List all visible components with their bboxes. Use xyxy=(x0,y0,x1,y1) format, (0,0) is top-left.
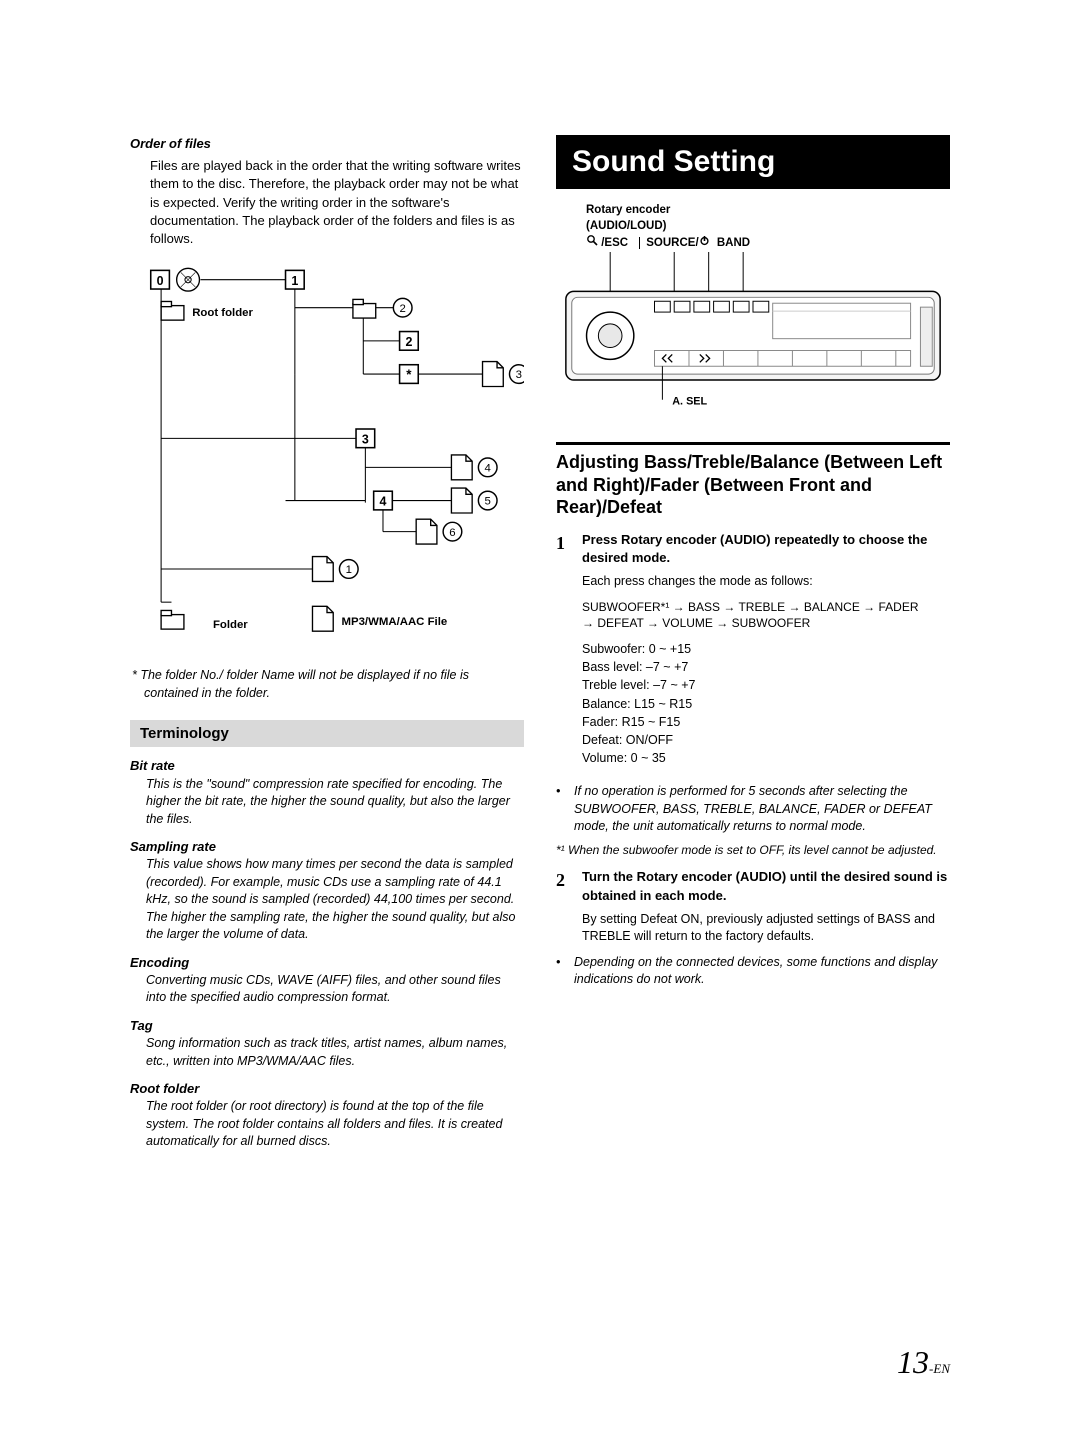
range-item: Balance: L15 ~ R15 xyxy=(582,695,950,713)
range-item: Defeat: ON/OFF xyxy=(582,731,950,749)
term-title: Encoding xyxy=(130,954,524,972)
term-title: Tag xyxy=(130,1017,524,1035)
folder-footnote: * The folder No./ folder Name will not b… xyxy=(130,667,524,702)
terminology-list: Bit rate This is the "sound" compression… xyxy=(130,757,524,1150)
svg-text:2: 2 xyxy=(400,303,406,315)
term-title: Bit rate xyxy=(130,757,524,775)
svg-text:Root folder: Root folder xyxy=(192,307,253,319)
label-rotary-encoder: Rotary encoder xyxy=(586,203,950,219)
term-title: Root folder xyxy=(130,1080,524,1098)
svg-text:1: 1 xyxy=(291,274,298,288)
range-item: Bass level: –7 ~ +7 xyxy=(582,658,950,676)
svg-text:MP3/WMA/AAC File: MP3/WMA/AAC File xyxy=(342,616,448,628)
step-1-note: • If no operation is performed for 5 sec… xyxy=(556,783,950,836)
label-band: BAND xyxy=(717,237,750,249)
label-source: SOURCE/ xyxy=(646,237,698,249)
order-of-files-body: Files are played back in the order that … xyxy=(130,157,524,248)
step-1-title: Press Rotary encoder (AUDIO) repeatedly … xyxy=(582,531,950,567)
term-body: This value shows how many times per seco… xyxy=(130,856,524,944)
mode-chain-1: SUBWOOFER*¹ → BASS → TREBLE → BALANCE → … xyxy=(582,599,950,616)
term-body: Song information such as track titles, a… xyxy=(130,1035,524,1070)
term-title: Sampling rate xyxy=(130,838,524,856)
step-2: 2 Turn the Rotary encoder (AUDIO) until … xyxy=(556,868,950,945)
term-body: Converting music CDs, WAVE (AIFF) files,… xyxy=(130,972,524,1007)
range-item: Treble level: –7 ~ +7 xyxy=(582,676,950,694)
bullet-icon: • xyxy=(556,954,566,989)
term-body: The root folder (or root directory) is f… xyxy=(130,1098,524,1151)
svg-text:6: 6 xyxy=(449,527,455,539)
sound-setting-banner: Sound Setting xyxy=(556,135,950,189)
step-2-body: By setting Defeat ON, previously adjuste… xyxy=(582,911,950,946)
svg-text:3: 3 xyxy=(516,369,522,381)
svg-text:1: 1 xyxy=(346,564,352,576)
left-column: Order of files Files are played back in … xyxy=(130,135,524,1157)
svg-text:5: 5 xyxy=(485,496,491,508)
svg-text:4: 4 xyxy=(485,463,491,475)
page-number: 13-EN xyxy=(897,1340,950,1385)
svg-text:Folder: Folder xyxy=(213,619,248,631)
page-suffix: -EN xyxy=(929,1361,950,1376)
svg-text:A. SEL: A. SEL xyxy=(672,395,707,407)
right-column: Sound Setting Rotary encoder (AUDIO/LOUD… xyxy=(556,135,950,1157)
bullet-icon: • xyxy=(556,783,566,836)
svg-text:2: 2 xyxy=(405,335,412,349)
device-labels: Rotary encoder (AUDIO/LOUD) /ESC SOURCE/… xyxy=(556,203,950,252)
divider xyxy=(556,442,950,445)
svg-text:0: 0 xyxy=(157,274,164,288)
page-num: 13 xyxy=(897,1344,929,1380)
svg-text:3: 3 xyxy=(362,433,369,447)
car-stereo-illustration: A. SEL xyxy=(556,252,950,419)
order-of-files-heading: Order of files xyxy=(130,135,524,153)
svg-text:*: * xyxy=(406,367,412,382)
mode-chain-2: → DEFEAT → VOLUME → SUBWOOFER xyxy=(582,615,950,632)
folder-tree-diagram: 0 1 Root folder 2 xyxy=(130,260,524,654)
ranges-list: Subwoofer: 0 ~ +15 Bass level: –7 ~ +7 T… xyxy=(582,640,950,767)
search-icon xyxy=(586,234,598,252)
svg-text:4: 4 xyxy=(380,495,387,509)
term-body: This is the "sound" compression rate spe… xyxy=(130,776,524,829)
subwoofer-footnote: *¹ When the subwoofer mode is set to OFF… xyxy=(556,842,950,859)
note-text: If no operation is performed for 5 secon… xyxy=(574,783,950,836)
terminology-header: Terminology xyxy=(130,720,524,747)
range-item: Subwoofer: 0 ~ +15 xyxy=(582,640,950,658)
step-2-title: Turn the Rotary encoder (AUDIO) until th… xyxy=(582,868,950,904)
step-1: 1 Press Rotary encoder (AUDIO) repeatedl… xyxy=(556,531,950,775)
label-esc: /ESC xyxy=(601,237,628,249)
power-icon xyxy=(699,235,710,252)
label-audio-loud: (AUDIO/LOUD) xyxy=(586,219,950,235)
step-2-note: • Depending on the connected devices, so… xyxy=(556,954,950,989)
step-1-each-press: Each press changes the mode as follows: xyxy=(582,573,950,591)
step-number: 1 xyxy=(556,531,572,775)
section-title: Adjusting Bass/Treble/Balance (Between L… xyxy=(556,451,950,519)
note-text: Depending on the connected devices, some… xyxy=(574,954,950,989)
range-item: Fader: R15 ~ F15 xyxy=(582,713,950,731)
range-item: Volume: 0 ~ 35 xyxy=(582,749,950,767)
step-number: 2 xyxy=(556,868,572,945)
